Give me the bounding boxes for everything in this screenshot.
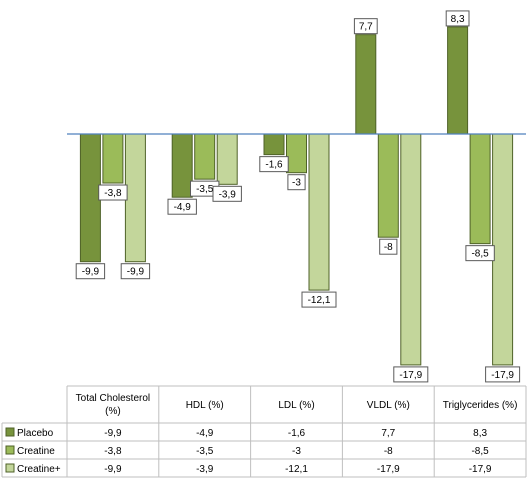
data-label-2-4: -17,9 xyxy=(485,366,521,383)
table-cell-creatine-plus-2: -12,1 xyxy=(285,464,308,475)
data-label-text: 8,3 xyxy=(451,14,465,25)
table-cell-creatine-1: -3,5 xyxy=(196,446,214,457)
table-cell-placebo-4: 8,3 xyxy=(473,428,487,439)
tick-label-4: Triglycerides (%) xyxy=(443,400,518,411)
data-label-0-0: -9,9 xyxy=(75,263,106,280)
bar-placebo-1 xyxy=(171,133,193,198)
data-label-text: -1,6 xyxy=(265,160,283,171)
bars-layer xyxy=(79,26,514,366)
data-label-box xyxy=(120,263,151,280)
data-label-0-2: -1,6 xyxy=(259,156,289,173)
data-label-box xyxy=(465,245,495,262)
data-labels-layer: -9,9 -3,8 -9,9 -4,9 -3,5 -3,9 -1,6 -3 -12,1 7,7 -8… xyxy=(75,10,521,383)
table-cell-placebo-3: 7,7 xyxy=(381,428,395,439)
data-label-1-0: -3,8 xyxy=(98,184,128,201)
tick-label-0: Total Cholesterol (%) xyxy=(76,393,150,417)
data-label-text: -17,9 xyxy=(399,370,422,381)
tick-label-3: VLDL (%) xyxy=(367,400,410,411)
table-cell-creatine-4: -8,5 xyxy=(471,446,489,457)
data-table: Total Cholesterol (%) HDL (%) LDL (%) VLDL (… xyxy=(1,385,527,478)
data-label-box xyxy=(379,238,398,255)
tick-label-1: HDL (%) xyxy=(186,400,224,411)
legend-key-creatine-plus xyxy=(5,463,15,473)
data-label-text: -3,5 xyxy=(196,184,214,195)
data-label-text: -8 xyxy=(384,242,393,253)
data-label-0-4: 8,3 xyxy=(445,10,470,27)
data-label-box xyxy=(287,174,306,191)
table-cell-creatine-2: -3 xyxy=(292,446,301,457)
table-cell-creatine-0: -3,8 xyxy=(104,446,122,457)
bar-placebo-2 xyxy=(263,133,285,156)
table-cell-creatine-plus-4: -17,9 xyxy=(469,464,492,475)
data-label-1-4: -8,5 xyxy=(465,245,495,262)
data-label-box xyxy=(353,18,378,35)
data-label-box xyxy=(75,263,106,280)
data-label-box xyxy=(485,366,521,383)
table-cell-creatine-3: -8 xyxy=(384,446,393,457)
bar-creatine-1 xyxy=(194,133,216,180)
data-label-box xyxy=(393,366,429,383)
table-cell-creatine-plus-3: -17,9 xyxy=(377,464,400,475)
bar-placebo-3 xyxy=(355,34,377,135)
data-label-text: -9,9 xyxy=(127,267,145,278)
data-label-2-2: -12,1 xyxy=(301,291,337,308)
data-label-text: -4,9 xyxy=(174,202,192,213)
table-cell-placebo-2: -1,6 xyxy=(288,428,306,439)
bar-creatine-plus-2 xyxy=(308,133,330,291)
data-label-text: -9,9 xyxy=(82,267,100,278)
data-label-box xyxy=(445,10,470,27)
bar-placebo-0 xyxy=(79,133,101,263)
data-label-box xyxy=(167,198,197,215)
legend-label-creatine-plus: Creatine+ xyxy=(17,464,61,475)
legend-key-placebo xyxy=(5,427,15,437)
bar-placebo-4 xyxy=(447,26,469,135)
tick-label-2: LDL (%) xyxy=(278,400,314,411)
table-cell-creatine-plus-0: -9,9 xyxy=(104,464,122,475)
legend-key-creatine xyxy=(5,445,15,455)
table-cell-placebo-0: -9,9 xyxy=(104,428,122,439)
data-label-2-0: -9,9 xyxy=(120,263,151,280)
data-label-0-1: -4,9 xyxy=(167,198,197,215)
data-label-box xyxy=(212,185,242,202)
data-label-box xyxy=(301,291,337,308)
bar-creatine-plus-4 xyxy=(492,133,514,366)
bar-creatine-plus-3 xyxy=(400,133,422,366)
data-label-text: -3,9 xyxy=(219,189,237,200)
table-cell-placebo-1: -4,9 xyxy=(196,428,214,439)
bar-creatine-plus-1 xyxy=(216,133,238,185)
data-label-1-2: -3 xyxy=(287,174,306,191)
bar-creatine-plus-0 xyxy=(124,133,146,263)
bar-creatine-3 xyxy=(377,133,399,238)
legend-label-creatine: Creatine xyxy=(17,446,55,457)
data-label-box xyxy=(98,184,128,201)
data-label-text: -3 xyxy=(292,178,301,189)
bar-creatine-0 xyxy=(102,133,124,184)
data-label-text: -17,9 xyxy=(491,370,514,381)
data-label-text: -12,1 xyxy=(308,295,331,306)
bar-creatine-4 xyxy=(469,133,491,245)
data-label-2-1: -3,9 xyxy=(212,185,242,202)
table-cell-creatine-plus-1: -3,9 xyxy=(196,464,214,475)
data-label-2-3: -17,9 xyxy=(393,366,429,383)
legend-label-placebo: Placebo xyxy=(17,428,54,439)
data-label-1-3: -8 xyxy=(379,238,398,255)
data-label-text: -8,5 xyxy=(471,249,489,260)
bar-creatine-2 xyxy=(286,133,307,174)
data-label-box xyxy=(259,156,289,173)
data-label-text: 7,7 xyxy=(359,22,373,33)
data-label-0-3: 7,7 xyxy=(353,18,378,35)
data-label-text: -3,8 xyxy=(104,188,122,199)
